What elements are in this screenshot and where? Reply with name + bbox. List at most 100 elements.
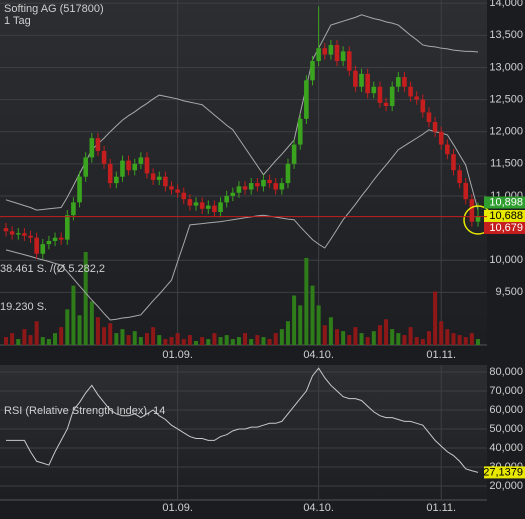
volume-bar: [390, 329, 395, 345]
candle-body: [28, 235, 33, 238]
candle-body: [230, 192, 236, 196]
value-box: [484, 466, 525, 479]
candle-body: [199, 202, 205, 209]
candle-body: [212, 205, 217, 213]
value-box: [484, 196, 525, 209]
bollinger-band: [5, 129, 479, 321]
rsi-line: [6, 367, 479, 473]
candle-body: [181, 192, 187, 200]
volume-bar: [341, 331, 346, 345]
candle-body: [310, 61, 315, 81]
volume-bar: [218, 337, 223, 345]
candle-body: [297, 118, 303, 145]
volume-bar: [328, 317, 333, 345]
volume-bar: [138, 337, 143, 345]
value-box-label: 10,898: [489, 196, 523, 208]
chart-subtitle: 1 Tag: [4, 15, 31, 27]
volume-bar: [243, 333, 248, 345]
candle-body: [156, 176, 162, 180]
volume-bar: [316, 305, 321, 345]
candle-body: [261, 179, 266, 187]
y-tick-label: 10,000: [489, 254, 523, 266]
volume-bar: [249, 339, 254, 345]
volume-bar: [71, 285, 76, 345]
candle-body: [438, 131, 444, 145]
y-tick-label: 12,000: [489, 126, 523, 138]
volume-bar: [414, 337, 419, 345]
candle-body: [187, 199, 193, 206]
rsi-title: RSI (Relative Strength Index), 14: [4, 405, 165, 417]
candle-body: [365, 73, 370, 94]
volume-bar: [10, 333, 15, 345]
volume-bar: [4, 337, 8, 345]
value-box-label: 10,688: [489, 210, 523, 222]
volume-bar: [77, 315, 82, 345]
candle-body: [132, 163, 138, 171]
volume-bar: [408, 327, 413, 345]
y-tick-label: 60,000: [489, 404, 523, 416]
y-tick-label: 20,000: [489, 480, 523, 492]
volume-bar: [108, 323, 113, 345]
volume-bar: [157, 335, 162, 345]
candle-body: [451, 154, 456, 171]
candle-body: [9, 231, 15, 235]
volume-bar: [273, 333, 278, 345]
volume-bar: [469, 333, 474, 345]
candle-body: [224, 195, 229, 203]
y-tick-label: 40,000: [489, 442, 523, 454]
candle-body: [285, 163, 291, 184]
candle-body: [279, 183, 285, 190]
candle-body: [396, 77, 401, 87]
volume-bar: [298, 305, 303, 345]
candle-body: [420, 99, 426, 113]
rsi-panel: [0, 365, 487, 500]
volume-bar: [402, 335, 407, 345]
volume-bar: [200, 337, 205, 345]
candle-body: [291, 144, 297, 164]
volume-bar: [426, 331, 431, 345]
volume-bar: [144, 333, 149, 345]
candle-body: [22, 233, 27, 236]
volume-bar: [53, 333, 58, 345]
volume-bar: [451, 333, 456, 345]
candle-body: [138, 157, 144, 164]
candle-body: [40, 244, 46, 254]
volume-bar: [89, 301, 94, 345]
volume-bar: [420, 339, 425, 345]
candle-body: [328, 44, 334, 55]
candle-body: [64, 215, 70, 240]
candle-body: [175, 189, 180, 193]
y-tick-label: 13,500: [489, 29, 523, 41]
y-tick-label: 50,000: [489, 423, 523, 435]
volume-bar: [224, 335, 229, 345]
candle-body: [71, 202, 76, 216]
volume-bar: [439, 321, 444, 345]
candle-body: [432, 122, 438, 132]
volume-bar: [120, 329, 125, 345]
volume-bar: [304, 257, 309, 345]
candle-body: [353, 70, 358, 87]
volume-bar: [310, 285, 315, 345]
volume-bar: [95, 317, 100, 345]
candle-body: [193, 202, 199, 206]
volume-bar: [396, 333, 401, 345]
y2-tick-label: 19.230 S.: [0, 301, 47, 313]
volume-bar: [371, 331, 376, 345]
volume-bar: [65, 309, 70, 345]
candle-body: [169, 186, 174, 190]
volume-bar: [377, 325, 382, 345]
y-tick-label: 12,500: [489, 93, 523, 105]
volume-bar: [236, 337, 241, 345]
candle-body: [163, 176, 168, 187]
candle-body: [469, 199, 475, 222]
volume-average: /(Ø 5.282,2: [50, 263, 105, 275]
volume-bar: [34, 321, 39, 345]
candle-body: [414, 96, 420, 100]
candle-body: [273, 183, 279, 190]
candle-body: [248, 183, 254, 190]
candle-body: [255, 183, 260, 187]
candle-body: [218, 202, 223, 213]
candle-body: [475, 215, 481, 222]
volume-bar: [353, 327, 358, 345]
